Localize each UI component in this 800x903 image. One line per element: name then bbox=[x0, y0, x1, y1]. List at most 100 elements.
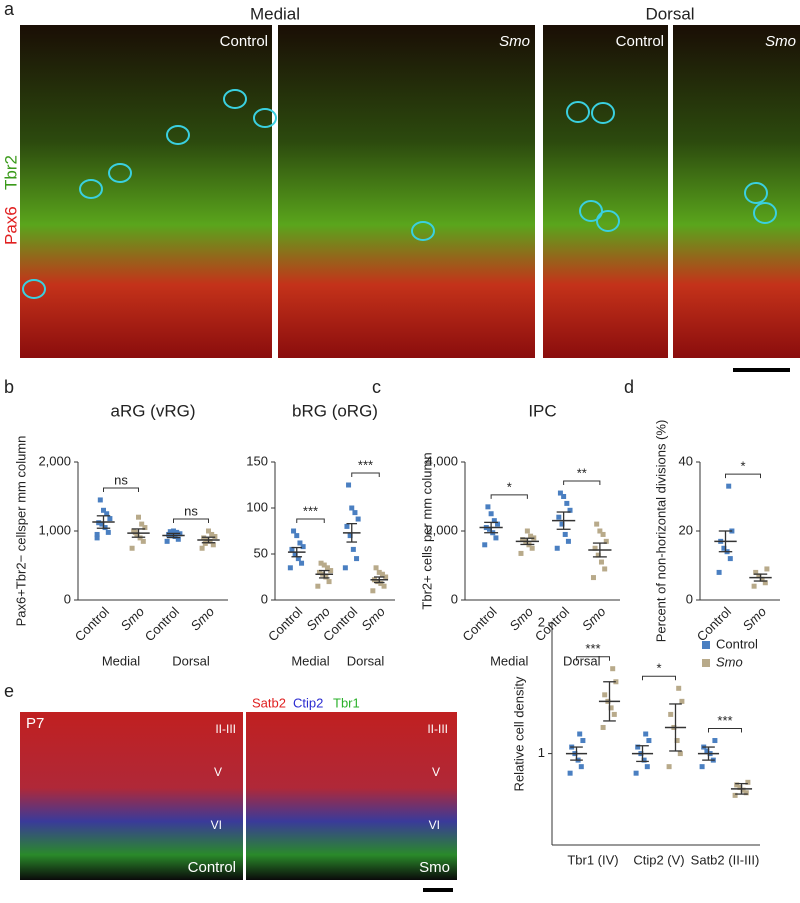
data-point bbox=[370, 588, 376, 594]
y-axis-label: Percent of non-horizontal divisions (%) bbox=[653, 420, 668, 643]
data-point bbox=[565, 538, 571, 544]
data-point bbox=[482, 542, 488, 548]
panel-label: e bbox=[4, 681, 14, 701]
data-point bbox=[94, 535, 100, 541]
data-point bbox=[594, 521, 600, 527]
data-point bbox=[491, 518, 497, 524]
data-point bbox=[99, 521, 105, 527]
data-point bbox=[202, 540, 208, 546]
micrograph bbox=[246, 712, 457, 880]
age-label: P7 bbox=[26, 715, 44, 732]
data-point bbox=[666, 764, 672, 770]
significance-label: * bbox=[656, 661, 661, 676]
layer-label: II-III bbox=[427, 722, 448, 736]
data-point bbox=[564, 500, 570, 506]
data-point bbox=[97, 497, 103, 503]
data-point bbox=[740, 787, 746, 793]
data-point bbox=[355, 516, 361, 522]
category-label: Dorsal bbox=[347, 653, 385, 668]
data-point bbox=[677, 751, 683, 757]
series-label: Control bbox=[142, 604, 182, 644]
data-point bbox=[171, 528, 176, 534]
y-tick-label: 1 bbox=[538, 745, 545, 760]
cell-markers bbox=[22, 89, 777, 299]
data-point bbox=[602, 566, 608, 572]
data-point bbox=[520, 537, 526, 543]
category-label: Medial bbox=[490, 653, 528, 668]
data-point bbox=[94, 531, 100, 537]
category-label: Satb2 (II-III) bbox=[691, 852, 760, 867]
data-point bbox=[354, 556, 360, 562]
panel-label: b bbox=[4, 377, 14, 397]
y-tick-label: 4,000 bbox=[425, 453, 458, 468]
data-point bbox=[318, 560, 324, 566]
significance-bracket bbox=[490, 494, 528, 499]
data-point bbox=[712, 738, 718, 744]
data-point bbox=[297, 540, 303, 546]
data-point bbox=[166, 531, 172, 537]
data-point bbox=[172, 534, 178, 540]
data-point bbox=[287, 565, 293, 571]
layer-label: VI bbox=[211, 818, 222, 832]
chart-title: aRG (vRG) bbox=[111, 401, 196, 420]
data-point bbox=[554, 545, 560, 551]
legend-swatch bbox=[702, 641, 710, 649]
legend-label: Smo bbox=[716, 654, 743, 669]
data-point bbox=[300, 544, 306, 550]
data-point bbox=[751, 583, 757, 589]
data-point bbox=[600, 724, 606, 730]
data-point bbox=[495, 521, 501, 527]
significance-bracket bbox=[725, 473, 761, 479]
data-point bbox=[600, 531, 606, 537]
data-point bbox=[381, 583, 387, 589]
scale-bar bbox=[423, 888, 453, 892]
data-point bbox=[206, 528, 211, 534]
data-point bbox=[567, 507, 573, 513]
significance-bracket bbox=[351, 472, 380, 477]
data-point bbox=[493, 535, 499, 541]
data-point bbox=[136, 514, 141, 520]
data-point bbox=[674, 738, 680, 744]
series-label: Control bbox=[265, 604, 305, 644]
data-point bbox=[299, 560, 305, 566]
y-tick-label: 0 bbox=[64, 591, 71, 606]
data-point bbox=[592, 545, 598, 551]
significance-label: * bbox=[740, 459, 745, 474]
data-point bbox=[577, 731, 583, 737]
stain-label: Ctip2 bbox=[293, 695, 323, 710]
data-point bbox=[559, 521, 565, 527]
condition-label: Control bbox=[616, 33, 664, 50]
data-point bbox=[349, 505, 355, 511]
data-point bbox=[602, 692, 608, 698]
data-point bbox=[328, 568, 334, 574]
data-point bbox=[598, 559, 604, 565]
data-point bbox=[580, 738, 586, 744]
condition-label: Smo bbox=[765, 33, 796, 50]
y-tick-label: 150 bbox=[246, 453, 268, 468]
significance-bracket bbox=[173, 518, 209, 523]
series-label: Smo bbox=[740, 604, 770, 634]
series-label: Smo bbox=[358, 604, 388, 634]
data-point bbox=[595, 552, 601, 558]
data-point bbox=[597, 528, 603, 534]
condition-label: Control bbox=[188, 859, 236, 876]
data-point bbox=[578, 764, 584, 770]
data-point bbox=[721, 545, 727, 551]
series-label: Smo bbox=[506, 604, 536, 634]
category-label: Medial bbox=[102, 653, 140, 668]
data-point bbox=[668, 711, 674, 717]
data-point bbox=[529, 545, 535, 551]
region-label: Medial bbox=[250, 4, 300, 23]
data-point bbox=[199, 545, 205, 551]
data-point bbox=[608, 705, 614, 711]
significance-bracket bbox=[296, 518, 325, 523]
data-point bbox=[646, 738, 652, 744]
data-point bbox=[518, 550, 524, 556]
data-point bbox=[676, 685, 682, 691]
data-point bbox=[129, 545, 135, 551]
category-label: Medial bbox=[291, 653, 329, 668]
data-point bbox=[743, 790, 749, 796]
data-point bbox=[383, 574, 389, 580]
data-point bbox=[734, 782, 740, 788]
data-point bbox=[350, 546, 356, 552]
